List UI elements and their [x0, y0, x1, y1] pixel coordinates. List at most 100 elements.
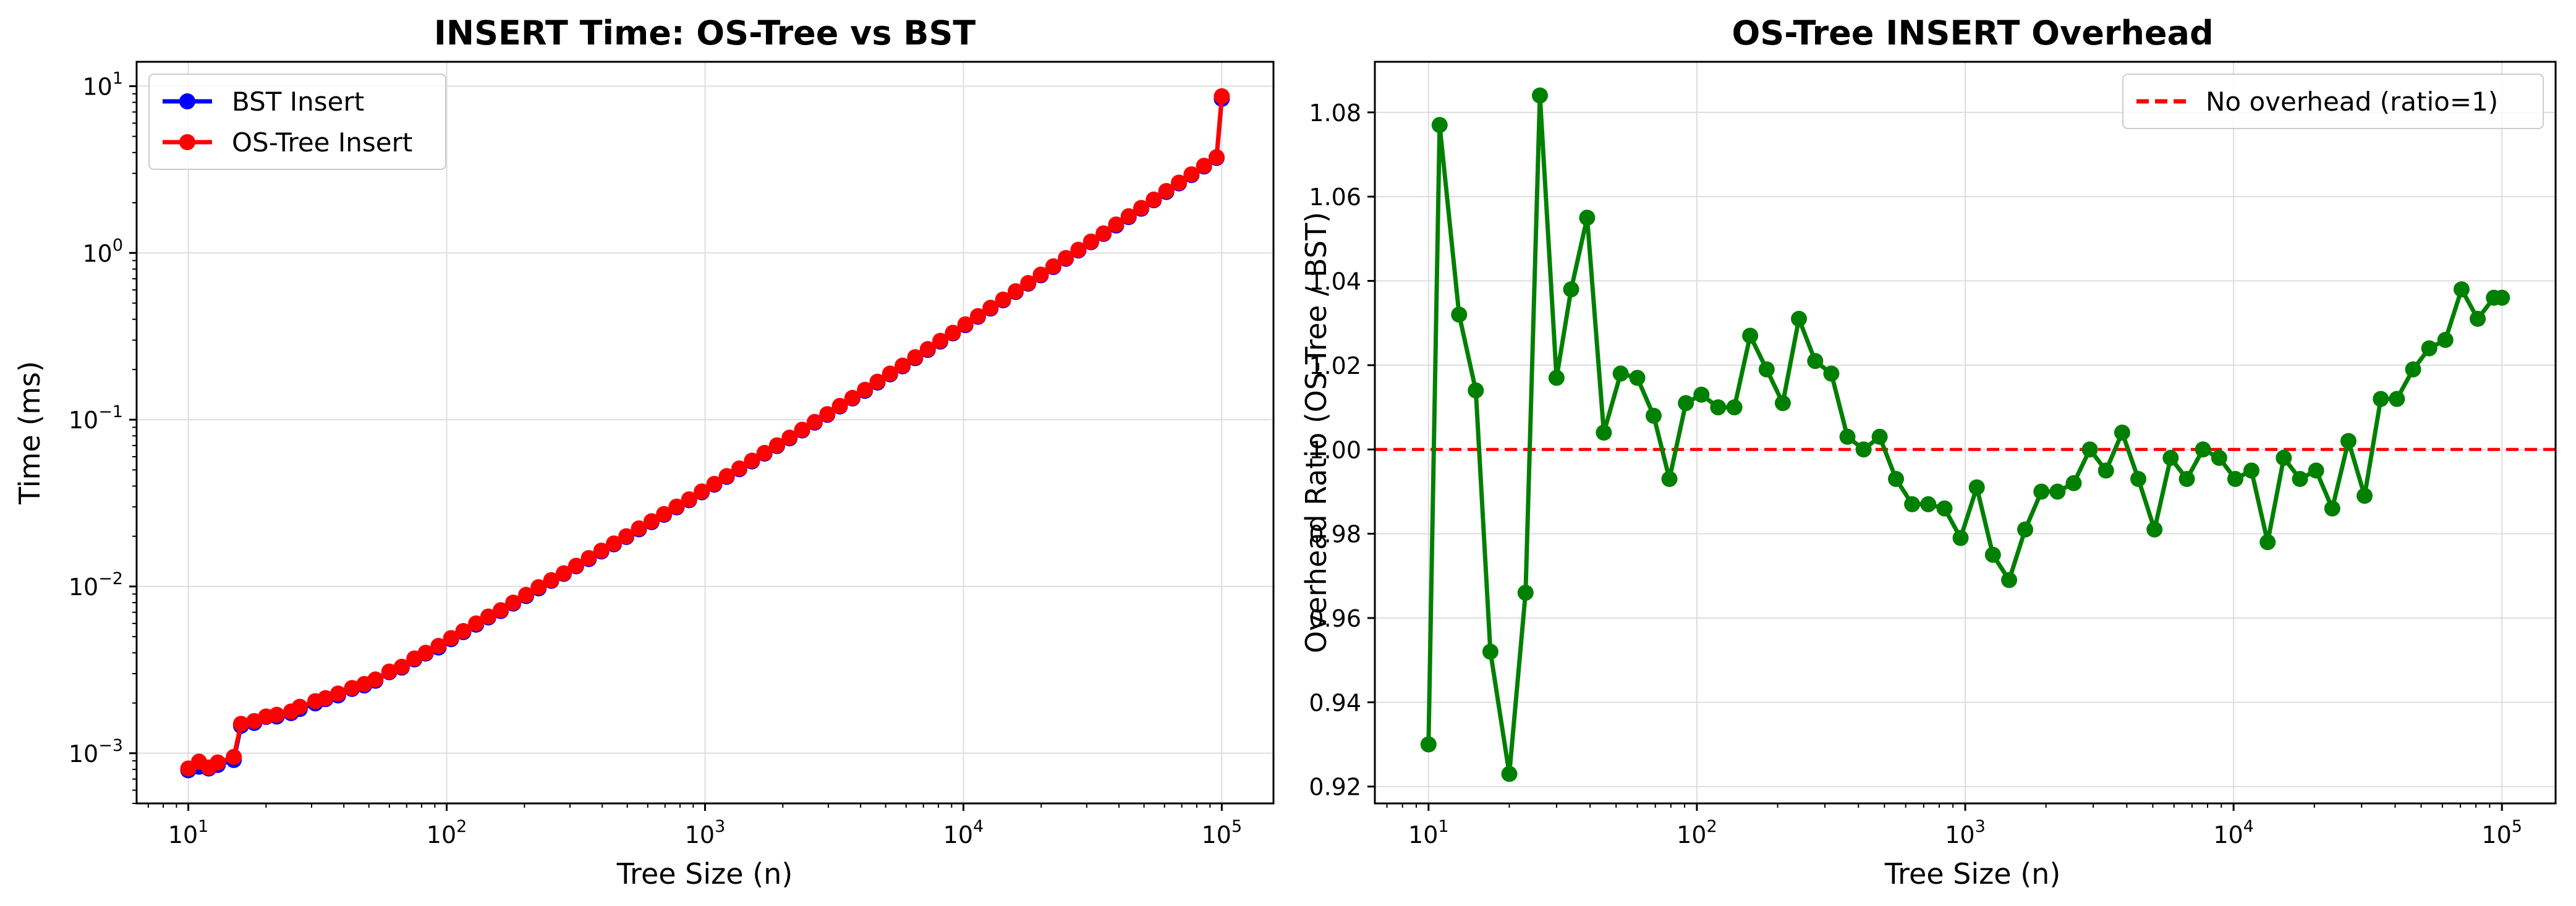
data-point: [329, 685, 346, 702]
x-tick-label: 103: [1945, 817, 1986, 849]
data-point: [2357, 488, 2373, 504]
legend-marker: [179, 134, 195, 150]
data-point: [869, 373, 886, 390]
data-point: [480, 608, 496, 625]
data-point: [518, 586, 535, 603]
x-tick-label: 104: [943, 817, 984, 849]
y-tick-label: 1.02: [1309, 352, 1361, 379]
legend-box: [148, 74, 446, 170]
data-point: [1807, 353, 1824, 370]
data-point: [606, 535, 623, 552]
data-point: [1482, 643, 1498, 660]
data-point: [1501, 766, 1518, 782]
data-point: [1579, 210, 1596, 226]
data-point: [1020, 275, 1037, 291]
data-point: [1871, 428, 1888, 445]
y-tick-label: 1.08: [1309, 99, 1361, 127]
data-point: [681, 491, 697, 507]
data-point: [744, 452, 760, 469]
data-point: [2081, 441, 2098, 458]
data-point: [1532, 87, 1548, 104]
data-point: [593, 543, 610, 559]
data-point: [2179, 471, 2195, 487]
data-point: [226, 748, 242, 765]
data-point: [2130, 471, 2146, 487]
data-point: [381, 663, 397, 680]
data-point: [1563, 281, 1579, 298]
y-tick-label: 100: [82, 235, 123, 267]
data-point: [291, 698, 308, 715]
data-point: [895, 357, 911, 374]
data-point: [756, 444, 773, 461]
data-point: [2243, 462, 2259, 479]
data-point: [731, 460, 747, 476]
data-point: [1968, 479, 1985, 496]
data-point: [2259, 534, 2276, 551]
data-point: [1661, 471, 1678, 487]
data-point: [1596, 425, 1612, 441]
data-point: [1431, 117, 1448, 133]
data-point: [2324, 500, 2340, 517]
chart-title: OS-Tree INSERT Overhead: [1732, 14, 2213, 53]
x-axis-label: Tree Size (n): [616, 857, 793, 891]
data-point: [2373, 391, 2389, 407]
data-point: [1095, 225, 1112, 242]
data-point: [794, 421, 810, 438]
data-point: [932, 332, 949, 349]
data-point: [2437, 332, 2454, 348]
data-point: [718, 468, 735, 485]
data-point: [1742, 328, 1759, 344]
data-point: [556, 565, 572, 582]
y-axis-label: Overhead Ratio (OS-Tree / BST): [1299, 212, 1333, 653]
data-point: [907, 349, 924, 365]
data-point: [210, 754, 226, 771]
x-tick-label: 102: [1677, 817, 1717, 849]
data-point: [393, 658, 410, 675]
data-point: [1196, 158, 1212, 174]
data-point: [1420, 736, 1437, 753]
data-point: [1183, 166, 1200, 183]
legend-label: OS-Tree Insert: [232, 127, 412, 158]
data-point: [945, 324, 961, 341]
data-point: [568, 557, 584, 574]
x-tick-label: 105: [1202, 817, 1243, 849]
data-point: [1855, 441, 1872, 458]
data-point: [1146, 191, 1162, 208]
data-point: [1710, 399, 1727, 416]
data-point: [2340, 433, 2357, 449]
x-tick-label: 103: [685, 817, 726, 849]
data-point: [417, 645, 434, 661]
data-point: [1032, 266, 1049, 283]
data-point: [2195, 441, 2211, 458]
data-point: [1678, 395, 1694, 412]
legend-marker: [179, 93, 195, 109]
data-point: [806, 413, 823, 430]
x-tick-label: 104: [2213, 817, 2254, 849]
y-tick-label: 0.92: [1309, 774, 1361, 801]
x-tick-label: 101: [168, 817, 209, 849]
y-tick-label: 1.00: [1309, 436, 1361, 464]
data-point: [1214, 88, 1230, 104]
data-point: [1920, 496, 1937, 512]
data-point: [631, 520, 647, 536]
data-point: [344, 680, 360, 696]
data-point: [668, 498, 685, 515]
y-tick-label: 0.98: [1309, 521, 1361, 548]
data-point: [882, 365, 898, 382]
data-point: [1726, 399, 1743, 416]
data-point: [2098, 462, 2114, 479]
data-point: [2227, 471, 2243, 487]
x-tick-label: 101: [1408, 817, 1449, 849]
data-point: [2421, 340, 2438, 357]
data-point: [1936, 500, 1953, 517]
data-point: [1774, 395, 1791, 412]
data-point: [2276, 449, 2292, 466]
data-point: [1646, 407, 1662, 424]
data-point: [2017, 521, 2033, 538]
data-point: [1058, 250, 1074, 266]
chart-title: INSERT Time: OS-Tree vs BST: [434, 14, 976, 53]
data-point: [367, 671, 384, 688]
data-point: [430, 638, 447, 654]
data-point: [970, 308, 986, 324]
data-point: [2405, 361, 2421, 378]
